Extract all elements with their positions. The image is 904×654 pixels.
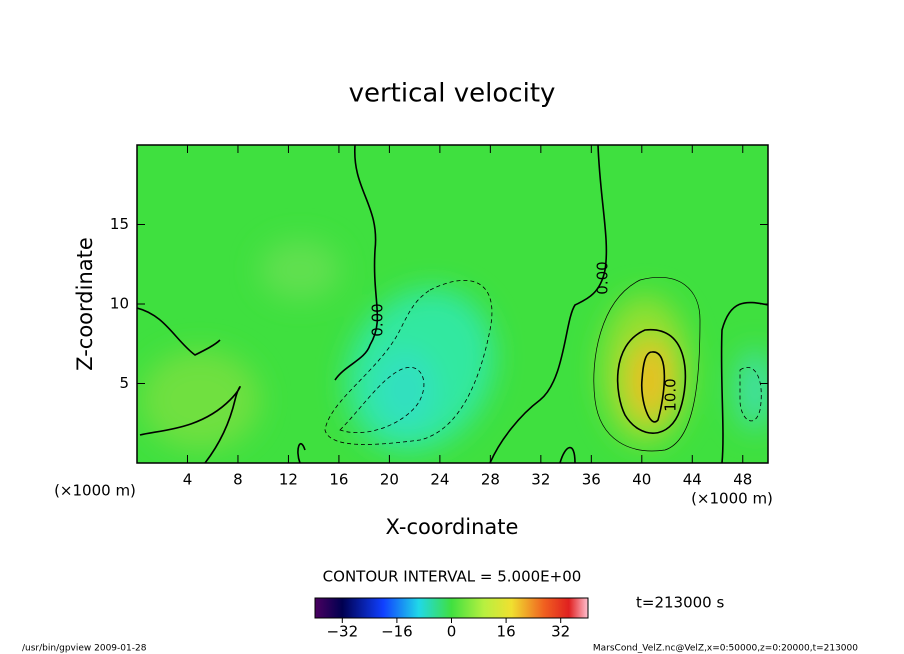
y-tick-label: 5 xyxy=(119,374,129,392)
x-tick-label: 28 xyxy=(481,471,500,489)
colorbar-tick-label: −16 xyxy=(381,623,413,641)
contour-label: 0.00 xyxy=(369,303,387,336)
x-tick-label: 20 xyxy=(380,471,399,489)
x-tick-label: 48 xyxy=(733,471,752,489)
x-tick-label: 12 xyxy=(279,471,298,489)
x-tick-label: 40 xyxy=(632,471,651,489)
colorbar-tick-label: 0 xyxy=(447,623,457,641)
x-unit-label: (×1000 m) xyxy=(691,490,773,508)
footer-right: MarsCond_VelZ.nc@VelZ,x=0:50000,z=0:2000… xyxy=(593,644,858,654)
colorbar-tick-label: −32 xyxy=(326,623,358,641)
y-axis-label: Z-coordinate xyxy=(73,237,97,371)
contour-label: 0.00 xyxy=(594,261,612,294)
x-tick-label: 16 xyxy=(329,471,348,489)
x-tick-label: 44 xyxy=(683,471,702,489)
x-axis-label: X-coordinate xyxy=(386,515,519,539)
chart-title: vertical velocity xyxy=(349,79,556,109)
colorbar xyxy=(314,597,589,619)
time-label: t=213000 s xyxy=(636,594,724,612)
contour-interval: CONTOUR INTERVAL = 5.000E+00 xyxy=(323,568,582,586)
x-tick-label: 36 xyxy=(582,471,601,489)
x-tick-label: 8 xyxy=(233,471,243,489)
x-unit-label: (×1000 m) xyxy=(54,482,136,500)
field xyxy=(137,145,768,463)
x-tick-label: 4 xyxy=(183,471,193,489)
y-tick-label: 15 xyxy=(110,215,129,233)
colorbar-tick-label: 32 xyxy=(551,623,570,641)
colorbar-tick-label: 16 xyxy=(497,623,516,641)
contour-label: 10.0 xyxy=(662,378,680,411)
y-tick-label: 10 xyxy=(110,295,129,313)
footer-left: /usr/bin/gpview 2009-01-28 xyxy=(22,644,147,654)
x-tick-label: 32 xyxy=(531,471,550,489)
x-tick-label: 24 xyxy=(430,471,449,489)
